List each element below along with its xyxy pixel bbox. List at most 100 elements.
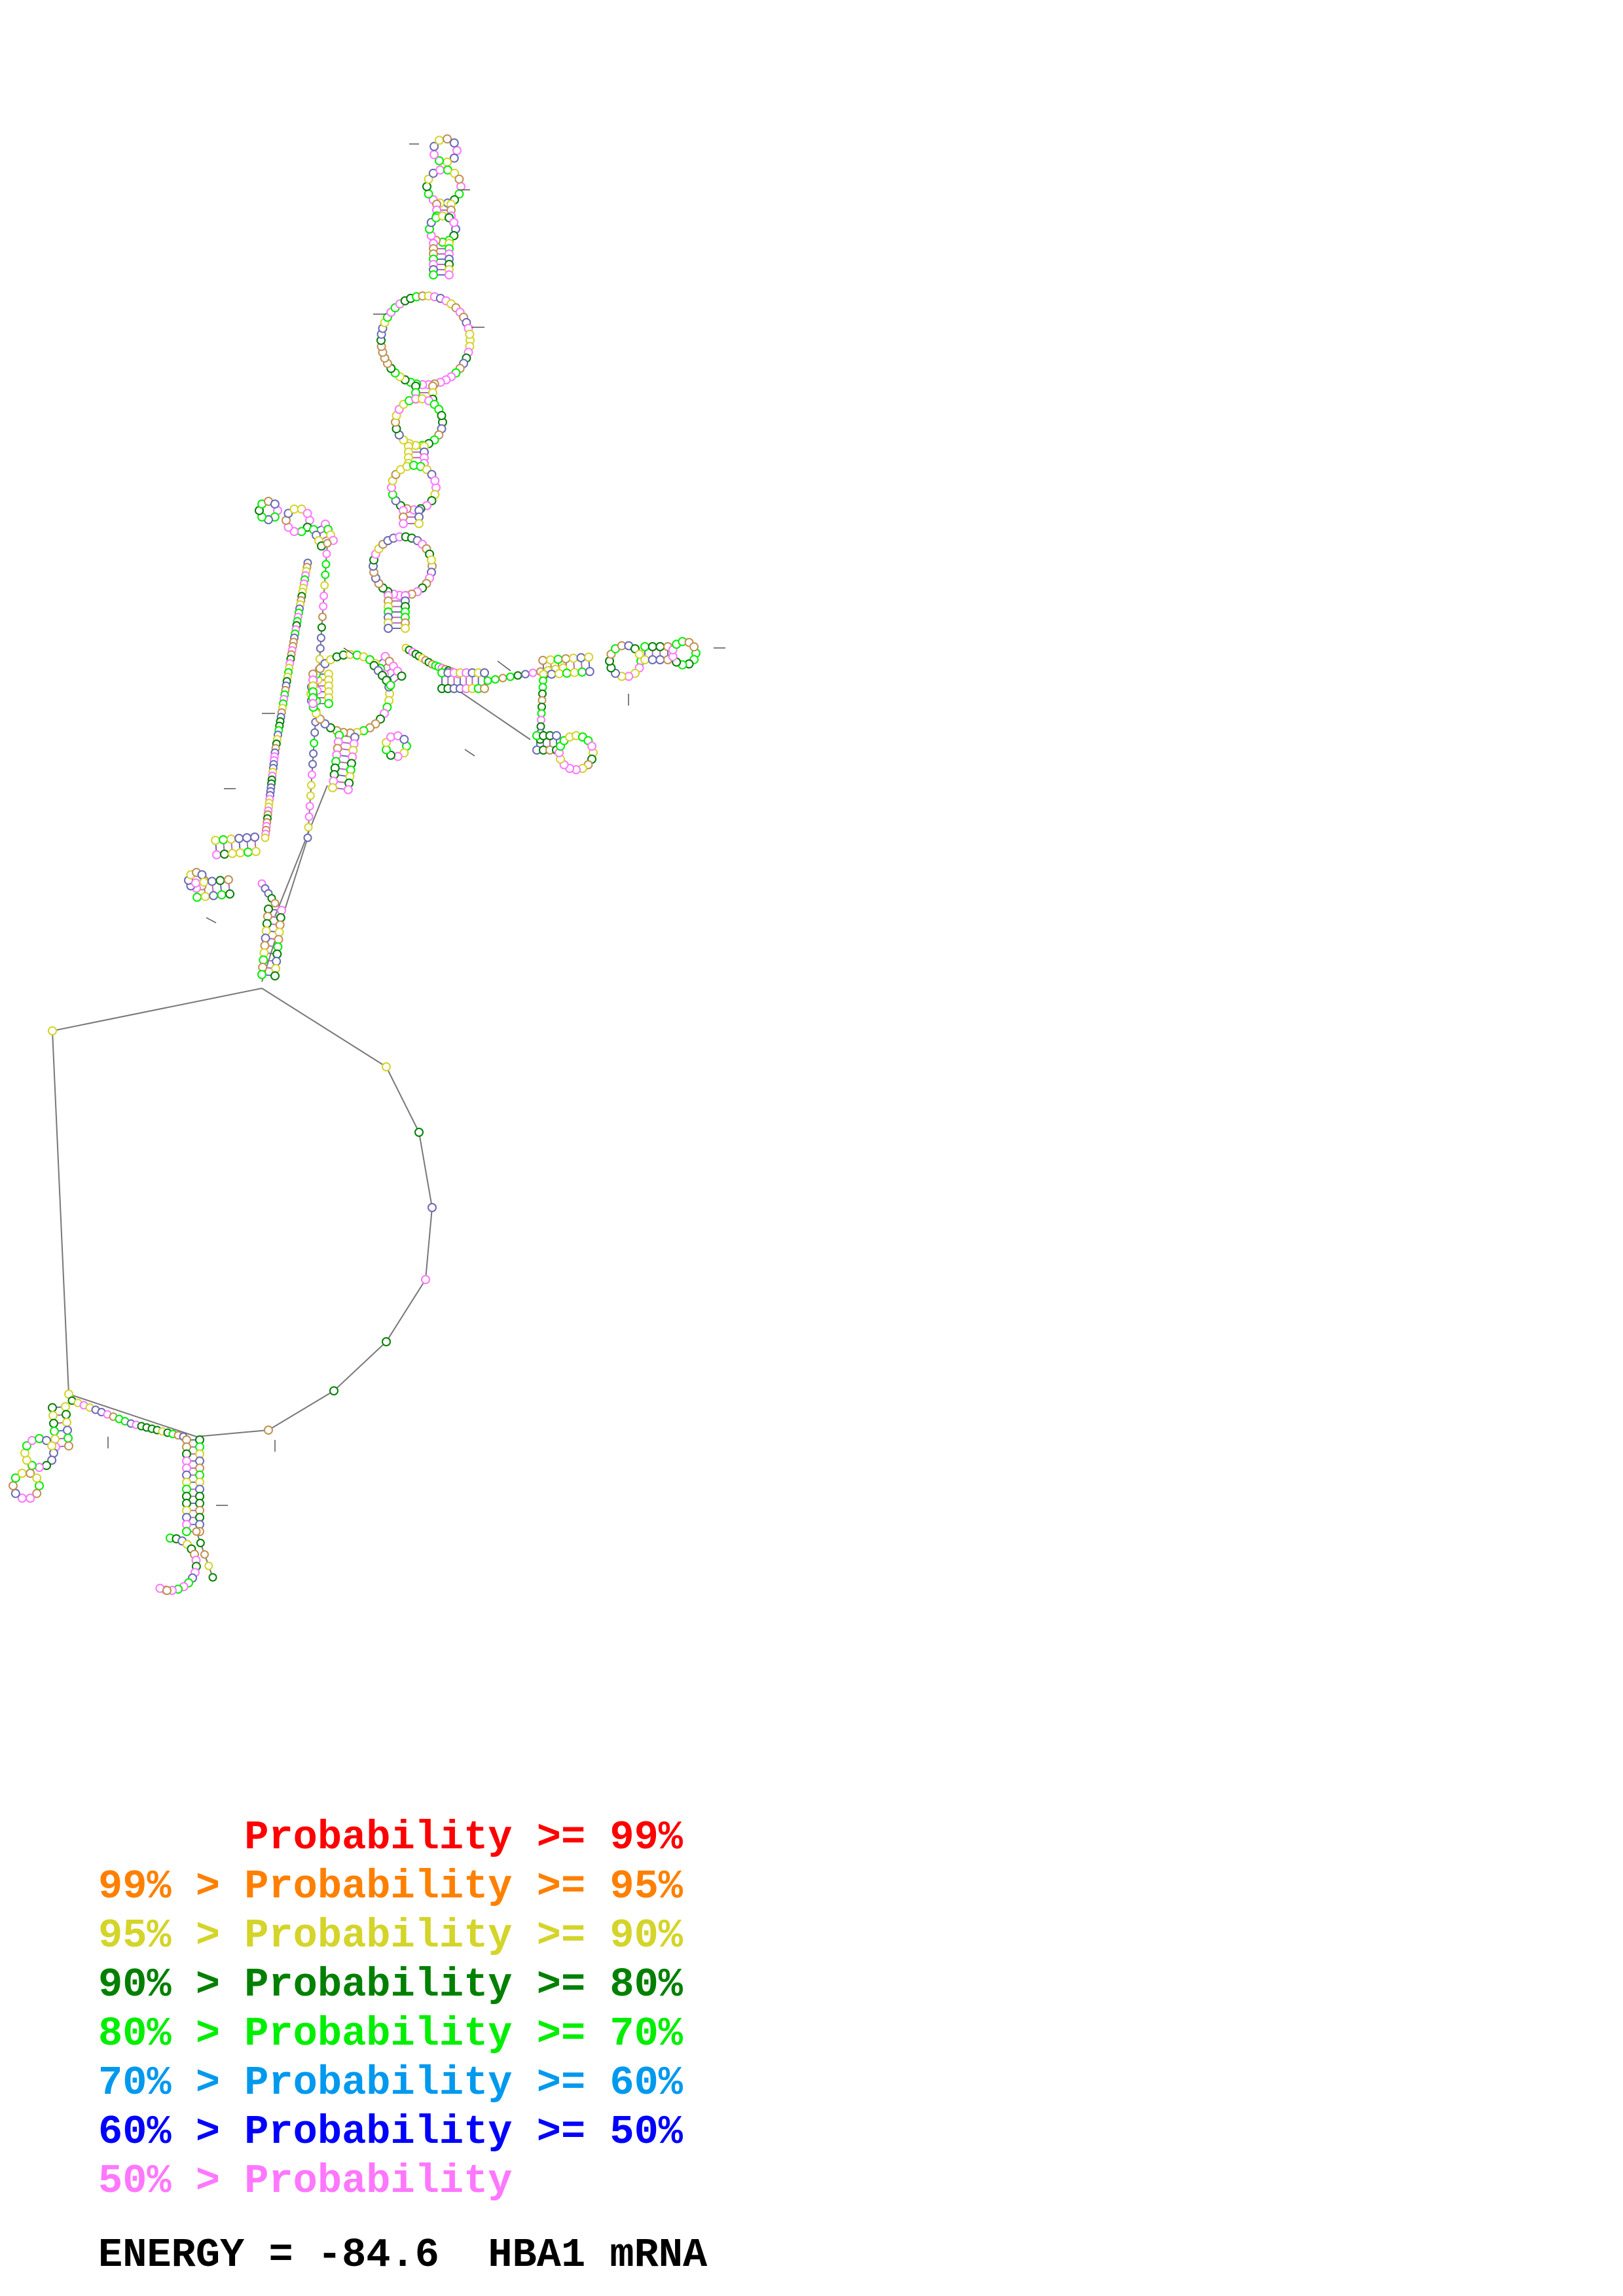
nucleotide <box>49 1418 58 1428</box>
nucleotide <box>32 1488 42 1498</box>
nucleotide <box>577 667 587 677</box>
nucleotide <box>17 1469 27 1478</box>
nucleotide <box>547 670 556 679</box>
nucleotide <box>208 1573 217 1582</box>
nucleotide <box>399 519 408 528</box>
nucleotide <box>422 182 431 191</box>
nucleotide <box>397 672 407 681</box>
nucleotide <box>562 668 572 678</box>
nucleotide <box>251 847 261 856</box>
nucleotide <box>192 1527 201 1536</box>
nucleotide <box>10 1473 20 1483</box>
nucleotide <box>61 1402 70 1412</box>
nucleotide <box>424 174 433 184</box>
nucleotide <box>264 1426 273 1435</box>
index-tick <box>464 749 475 757</box>
legend-label: Probability <box>244 2109 513 2155</box>
nucleotide <box>200 1550 209 1559</box>
nucleotide <box>310 728 319 737</box>
nucleotide <box>48 1410 58 1420</box>
nucleotide <box>647 642 657 651</box>
legend-suffix: >= 70% <box>536 2011 683 2057</box>
nucleotide <box>568 653 578 663</box>
sequence-name: HBA1 mRNA <box>488 2232 708 2278</box>
nucleotide <box>552 731 561 740</box>
legend-suffix: >= 99% <box>536 1814 683 1861</box>
nucleotide <box>227 849 237 858</box>
nucleotide <box>207 876 217 886</box>
nucleotide <box>62 1418 71 1427</box>
nucleotide <box>62 1410 71 1420</box>
probability-legend: Probability >= 99% 99% > Probability >= 9… <box>98 1813 683 2206</box>
legend-label: Probability <box>244 1962 513 2008</box>
nucleotide <box>270 499 280 509</box>
legend-prefix: 95% > <box>98 1912 221 1959</box>
nucleotide <box>321 560 331 569</box>
nucleotide <box>449 138 459 148</box>
nucleotide <box>217 890 227 900</box>
nucleotide <box>32 1473 42 1483</box>
nucleotide <box>209 891 219 901</box>
nucleotide <box>640 655 649 664</box>
legend-prefix: 99% > <box>98 1863 221 1910</box>
nucleotide <box>584 653 594 662</box>
nucleotide <box>435 156 444 166</box>
index-tick <box>497 660 511 672</box>
nucleotide <box>35 1481 44 1490</box>
nucleotide <box>261 833 270 842</box>
legend-label: Probability <box>244 2011 513 2057</box>
legend-row: 60% > Probability >= 50% <box>98 2108 683 2157</box>
nucleotide <box>211 850 221 859</box>
nucleotide <box>48 1403 57 1412</box>
nucleotide <box>305 802 314 811</box>
nucleotide <box>219 835 228 844</box>
nucleotide <box>47 1456 57 1465</box>
legend-suffix: >= 95% <box>536 1863 683 1910</box>
legend-row: 70% > Probability >= 60% <box>98 2058 683 2108</box>
index-tick <box>206 917 217 924</box>
nucleotide <box>424 189 433 199</box>
nucleotide <box>647 655 657 664</box>
nucleotide <box>428 1203 437 1212</box>
nucleotide <box>443 157 452 167</box>
nucleotide <box>162 1586 172 1595</box>
nucleotide <box>689 642 699 652</box>
energy-value: -84.6 <box>317 2232 439 2278</box>
nucleotide <box>386 681 395 690</box>
nucleotide <box>307 770 316 780</box>
nucleotide <box>465 329 475 339</box>
nucleotide <box>196 1539 205 1547</box>
nucleotide <box>303 833 312 842</box>
legend-row: 50% > Probability <box>98 2157 683 2206</box>
nucleotide <box>223 875 233 885</box>
nucleotide <box>456 182 465 191</box>
nucleotide <box>215 876 225 886</box>
nucleotide <box>323 539 332 548</box>
nucleotide <box>47 1441 57 1450</box>
nucleotide <box>421 1275 430 1284</box>
legend-label: Probability <box>244 2060 513 2106</box>
nucleotide <box>545 655 555 665</box>
nucleotide <box>498 673 507 683</box>
nucleotide <box>257 970 266 979</box>
nucleotide <box>261 933 270 943</box>
nucleotide <box>274 935 283 944</box>
nucleotide <box>521 670 530 679</box>
nucleotide <box>483 676 492 685</box>
legend-row: 95% > Probability >= 90% <box>98 1911 683 1960</box>
nucleotide <box>211 836 221 845</box>
legend-row: Probability >= 99% <box>98 1813 683 1862</box>
nucleotide <box>429 141 439 151</box>
nucleotide <box>315 655 324 664</box>
nucleotide <box>234 834 244 843</box>
nucleotide <box>513 671 522 680</box>
nucleotide <box>555 669 564 679</box>
nucleotide <box>319 591 329 600</box>
legend-prefix: 60% > <box>98 2109 221 2155</box>
nucleotide <box>570 668 579 677</box>
nucleotide <box>324 699 333 708</box>
nucleotide <box>319 601 328 611</box>
legend-label: Probability <box>244 1912 513 1959</box>
nucleotide <box>308 699 318 708</box>
nucleotide <box>427 555 436 565</box>
